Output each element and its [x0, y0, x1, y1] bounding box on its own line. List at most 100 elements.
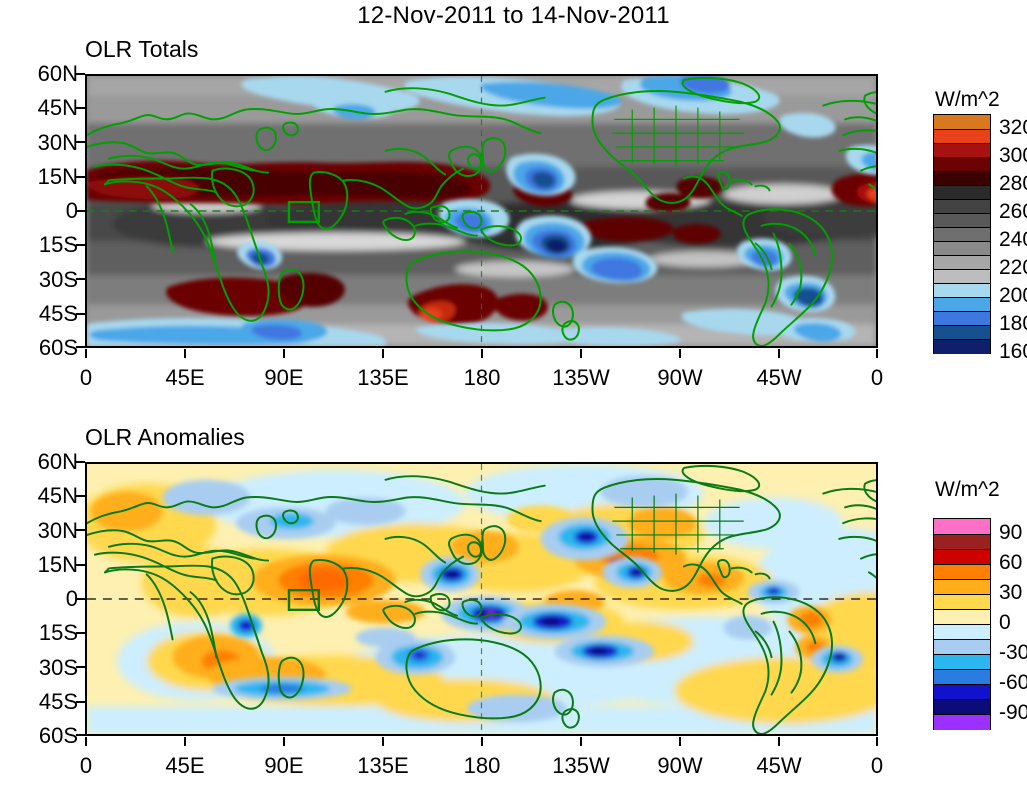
colorbar-band [934, 654, 990, 670]
colorbar-band [934, 269, 990, 284]
xtick-top-2 [283, 349, 285, 358]
colorbar-separator [934, 639, 990, 640]
colorbar-separator [934, 624, 990, 625]
colorbar-totals[interactable] [933, 114, 991, 354]
colorbar-tick-label: 60 [999, 551, 1023, 574]
colorbar-separator [934, 594, 990, 595]
colorbar-separator [934, 269, 990, 270]
colorbar-separator [934, 171, 990, 172]
ytick-bot-5 [76, 632, 85, 634]
colorbar-band [934, 564, 990, 580]
colorbar-tick-label: 160 [999, 340, 1027, 363]
colorbar-anomalies[interactable] [933, 518, 991, 730]
colorbar-separator [934, 143, 990, 144]
colorbar-separator [934, 241, 990, 242]
xtick-top-3 [382, 349, 384, 358]
study-region-box-anomalies [287, 588, 321, 612]
map-anomalies-canvas [87, 464, 876, 734]
xlabel-top-1: 45E [165, 365, 205, 390]
ytick-top-7 [76, 313, 85, 315]
map-anomalies[interactable] [85, 462, 878, 736]
colorbar-band [934, 283, 990, 298]
colorbar-band [934, 519, 990, 535]
ytick-bot-3 [76, 564, 85, 566]
colorbar-tick-label: 320 [999, 116, 1027, 139]
colorbar-tick-label: 220 [999, 256, 1027, 279]
colorbar-separator [934, 534, 990, 535]
colorbar-separator [934, 654, 990, 655]
ylabel-top-0: 0 [65, 198, 78, 223]
colorbar-band [934, 213, 990, 228]
ylabel-bot-30S: 30S [38, 654, 78, 680]
colorbar-band [934, 255, 990, 270]
map-totals[interactable] [85, 74, 878, 348]
xtick-top-1 [184, 349, 186, 358]
colorbar-separator [934, 339, 990, 340]
xlabel-bot-3: 135E [357, 753, 409, 778]
colorbar-band [934, 549, 990, 565]
xlabel-bot-1: 45E [165, 753, 205, 778]
ylabel-top-15S: 15S [38, 232, 78, 258]
colorbar-tick-label: -60 [999, 671, 1027, 694]
colorbar-band [934, 579, 990, 595]
ylabel-bot-45N: 45N [37, 483, 78, 509]
ytick-top-3 [76, 176, 85, 178]
colorbar-separator [934, 714, 990, 715]
panel-title-totals: OLR Totals [85, 36, 199, 62]
xlabel-top-7: 45W [756, 365, 802, 390]
ytick-bot-2 [76, 529, 85, 531]
xlabel-top-6: 90W [657, 365, 703, 390]
colorbar-separator [934, 199, 990, 200]
xtick-bot-0 [85, 737, 87, 746]
colorbar-band [934, 311, 990, 326]
xlabel-bot-0: 0 [79, 753, 93, 778]
xtick-bot-8 [876, 737, 878, 746]
xtick-top-5 [580, 349, 582, 358]
colorbar-band [934, 325, 990, 340]
colorbar-tick-label: 300 [999, 144, 1027, 167]
ylabel-top-30N: 30N [37, 129, 78, 155]
colorbar-separator [934, 129, 990, 130]
colorbar-separator [934, 669, 990, 670]
colorbar-separator [934, 255, 990, 256]
xtick-bot-1 [184, 737, 186, 746]
xlabel-bot-7: 45W [756, 753, 802, 778]
colorbar-tick-label: 200 [999, 284, 1027, 307]
colorbar-separator [934, 185, 990, 186]
colorbar-band [934, 157, 990, 172]
colorbar-band [934, 227, 990, 242]
ytick-bot-4 [76, 598, 85, 600]
colorbar-separator [934, 609, 990, 610]
ytick-top-6 [76, 278, 85, 280]
xlabel-bot-2: 90E [264, 753, 304, 778]
ytick-bot-8 [76, 734, 85, 736]
xlabel-bot-8: 0 [870, 753, 884, 778]
map-totals-canvas [87, 76, 876, 346]
ylabel-top-60N: 60N [37, 61, 78, 86]
colorbar-band [934, 171, 990, 186]
colorbar-units-anomalies: W/m^2 [935, 478, 1000, 501]
ytick-bot-1 [76, 495, 85, 497]
ylabel-bot-15N: 15N [37, 551, 78, 577]
colorbar-band [934, 684, 990, 700]
colorbar-tick-label: 240 [999, 228, 1027, 251]
colorbar-band [934, 185, 990, 200]
ylabel-top-30S: 30S [38, 266, 78, 292]
colorbar-tick-label: 90 [999, 521, 1023, 544]
colorbar-band [934, 115, 990, 130]
colorbar-separator [934, 684, 990, 685]
colorbar-tick-label: 260 [999, 200, 1027, 223]
ylabel-top-45S: 45S [38, 300, 78, 326]
colorbar-tick-label: -90 [999, 701, 1027, 724]
ylabel-bot-30N: 30N [37, 517, 78, 543]
ylabel-top-60S: 60S [38, 335, 78, 360]
ytick-bot-7 [76, 701, 85, 703]
colorbar-tick-label: 0 [999, 611, 1011, 634]
colorbar-tick-label: 30 [999, 581, 1023, 604]
colorbar-band [934, 199, 990, 214]
ytick-top-0 [76, 73, 85, 75]
colorbar-band [934, 669, 990, 685]
colorbar-separator [934, 297, 990, 298]
xtick-bot-6 [679, 737, 681, 746]
ytick-bot-6 [76, 666, 85, 668]
